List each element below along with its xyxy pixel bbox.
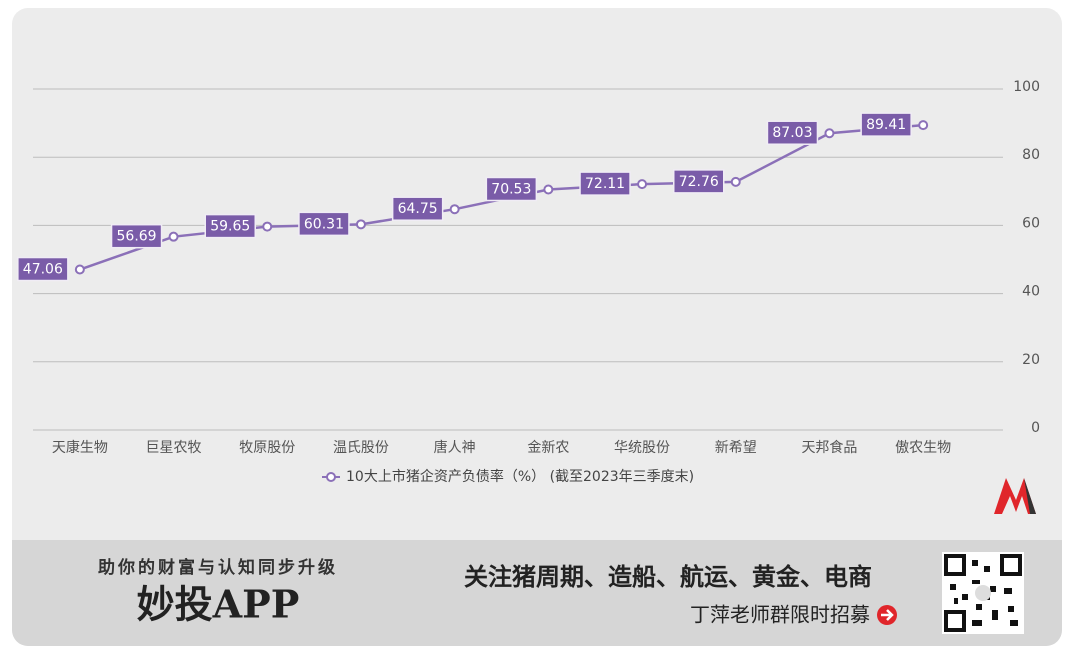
point	[168, 231, 179, 242]
x-tick-label: 华统股份	[614, 440, 670, 456]
point	[824, 128, 835, 139]
banner-slogan: 助你的财富与认知同步升级	[98, 557, 338, 578]
logo	[994, 478, 1036, 514]
value-label-box	[860, 112, 912, 137]
legend-label: 10大上市猪企资产负债率（%） (截至2023年三季度末)	[346, 468, 694, 485]
banner-headline: 关注猪周期、造船、航运、黄金、电商	[464, 563, 872, 591]
value-label-box	[673, 169, 725, 194]
x-tick-label: 温氏股份	[333, 440, 389, 456]
value-label-box	[579, 171, 631, 196]
y-tick-label: 100	[1013, 79, 1040, 95]
value-label: 60.31	[304, 216, 344, 232]
value-label-box	[17, 256, 69, 282]
point	[730, 176, 741, 187]
value-label: 72.11	[585, 176, 625, 192]
qr-code	[942, 552, 1024, 634]
y-tick-label: 20	[1022, 352, 1040, 368]
cta-arrow[interactable]	[877, 605, 897, 625]
x-tick-label: 唐人神	[434, 439, 476, 456]
value-label-box	[391, 196, 444, 221]
value-label: 56.69	[117, 229, 157, 245]
x-tick-label: 巨星农牧	[146, 440, 202, 456]
value-label: 70.53	[491, 181, 531, 197]
value-label-box	[485, 176, 538, 202]
x-tick-label: 牧原股份	[239, 440, 295, 456]
value-label-box	[110, 223, 163, 249]
x-tick-label: 天康生物	[52, 439, 108, 456]
value-label-box	[298, 211, 350, 237]
legend-marker	[326, 472, 336, 482]
banner-background	[12, 540, 1062, 646]
value-label: 59.65	[210, 219, 250, 235]
banner-cta: 丁萍老师群限时招募	[690, 603, 870, 627]
y-tick-label: 80	[1022, 147, 1040, 163]
point	[355, 219, 366, 230]
x-tick-label: 新希望	[715, 440, 757, 456]
value-label: 47.06	[23, 262, 63, 278]
y-tick-label: 0	[1031, 420, 1040, 436]
banner-brand: 妙投APP	[137, 582, 300, 627]
point	[449, 204, 460, 215]
y-tick-label: 40	[1022, 284, 1040, 300]
point	[74, 264, 85, 275]
x-tick-label: 傲农生物	[895, 440, 951, 456]
value-label: 89.41	[866, 117, 906, 133]
point	[543, 184, 554, 195]
y-tick-label: 60	[1022, 215, 1040, 231]
value-label-box	[204, 213, 256, 239]
point	[637, 179, 648, 190]
value-label: 72.76	[679, 174, 719, 190]
x-tick-label: 金新农	[527, 440, 569, 456]
value-label: 64.75	[398, 201, 438, 217]
point	[918, 120, 929, 131]
x-tick-label: 天邦食品	[801, 439, 857, 456]
value-label-box	[766, 120, 819, 145]
point	[262, 221, 273, 232]
value-label: 87.03	[772, 125, 812, 141]
